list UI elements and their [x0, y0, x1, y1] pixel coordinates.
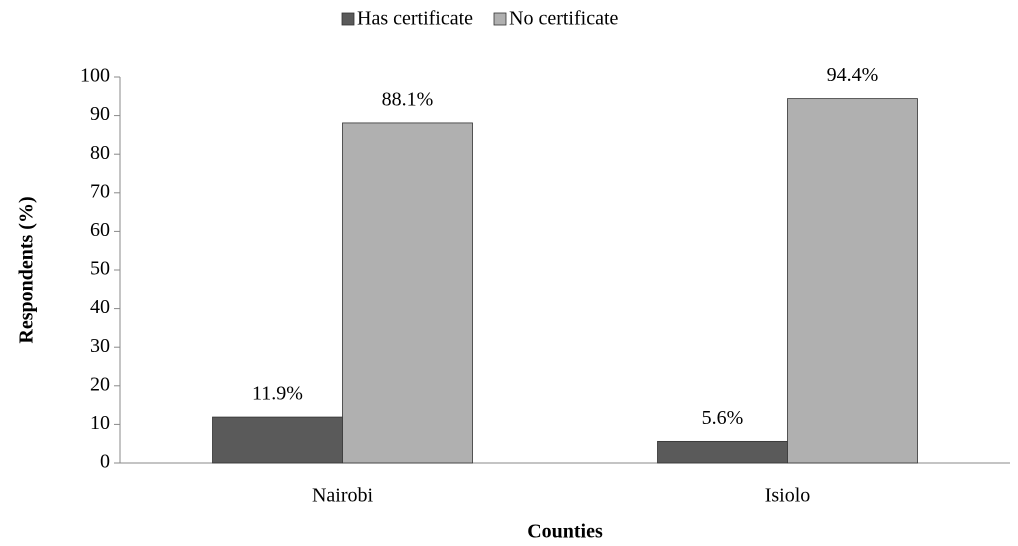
value-label: 88.1% — [382, 89, 434, 111]
legend-swatch — [341, 12, 355, 26]
bar — [657, 440, 788, 464]
legend-swatch — [493, 12, 507, 26]
y-tick-label: 40 — [90, 296, 110, 318]
y-axis-title: Respondents (%) — [16, 196, 38, 343]
y-tick-label: 50 — [90, 258, 110, 280]
y-tick-label: 10 — [90, 412, 110, 434]
y-tick-label: 100 — [80, 65, 110, 87]
x-axis-title: Counties — [527, 521, 603, 543]
y-tick-label: 0 — [100, 451, 110, 473]
x-tick-label: Nairobi — [312, 485, 374, 507]
value-label: 94.4% — [827, 64, 879, 86]
bar — [787, 98, 918, 464]
y-tick-label: 30 — [90, 335, 110, 357]
bar — [342, 122, 473, 464]
y-tick-label: 90 — [90, 103, 110, 125]
value-label: 5.6% — [702, 407, 744, 429]
x-tick-label: Isiolo — [765, 485, 811, 507]
legend-label: No certificate — [509, 8, 618, 30]
y-tick-label: 70 — [90, 180, 110, 202]
bar — [212, 416, 343, 464]
y-tick-label: 20 — [90, 373, 110, 395]
legend-label: Has certificate — [357, 8, 473, 30]
y-tick-label: 60 — [90, 219, 110, 241]
y-tick-label: 80 — [90, 142, 110, 164]
value-label: 11.9% — [252, 383, 303, 405]
